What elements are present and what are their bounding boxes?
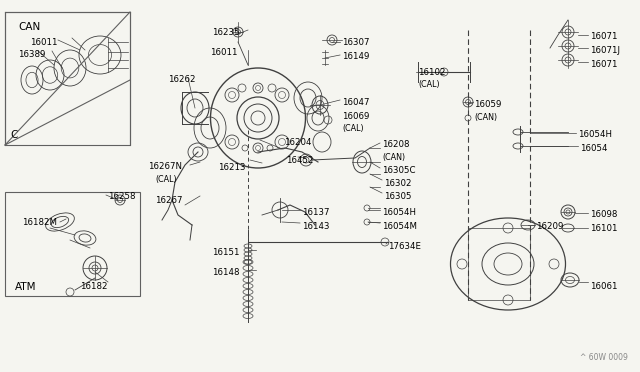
- Text: 16054H: 16054H: [382, 208, 416, 217]
- Text: 16307: 16307: [342, 38, 369, 47]
- Text: (CAN): (CAN): [474, 113, 497, 122]
- Text: (CAN): (CAN): [382, 153, 405, 162]
- Text: 16061: 16061: [590, 282, 618, 291]
- Text: (CAL): (CAL): [155, 175, 177, 184]
- Text: 16151: 16151: [212, 248, 239, 257]
- Text: 16047: 16047: [342, 98, 369, 107]
- Text: 16389: 16389: [18, 50, 45, 59]
- Text: 16011: 16011: [210, 48, 237, 57]
- Bar: [5, 192, 140, 296]
- Text: 16182M: 16182M: [22, 218, 57, 227]
- Text: 16054: 16054: [580, 144, 607, 153]
- Text: 17634E: 17634E: [388, 242, 421, 251]
- Text: 16098: 16098: [590, 210, 618, 219]
- Text: C: C: [10, 130, 17, 140]
- Text: 16137: 16137: [302, 208, 330, 217]
- Text: 16267: 16267: [155, 196, 182, 205]
- Text: 16059: 16059: [474, 100, 501, 109]
- Text: ATM: ATM: [15, 282, 36, 292]
- Text: 16305C: 16305C: [382, 166, 415, 175]
- Text: 16262: 16262: [168, 75, 195, 84]
- Text: 16305: 16305: [384, 192, 412, 201]
- Bar: [5, 12, 130, 145]
- Text: 16267N: 16267N: [148, 162, 182, 171]
- Text: 16011: 16011: [30, 38, 58, 47]
- Text: 16302: 16302: [384, 179, 412, 188]
- Text: 16071J: 16071J: [590, 46, 620, 55]
- Text: (CAL): (CAL): [418, 80, 440, 89]
- Text: 16149: 16149: [342, 52, 369, 61]
- Text: CAN: CAN: [18, 22, 40, 32]
- Text: ^ 60W 0009: ^ 60W 0009: [580, 353, 628, 362]
- Text: 16054M: 16054M: [382, 222, 417, 231]
- Text: 16204: 16204: [284, 138, 312, 147]
- Text: 16209: 16209: [536, 222, 563, 231]
- Text: 16102: 16102: [418, 68, 445, 77]
- Text: 16208: 16208: [382, 140, 410, 149]
- Text: (CAL): (CAL): [342, 124, 364, 133]
- Text: 16182: 16182: [80, 282, 108, 291]
- Text: 16235: 16235: [212, 28, 239, 37]
- Text: 16071: 16071: [590, 60, 618, 69]
- Text: 16258: 16258: [108, 192, 136, 201]
- Text: 16071: 16071: [590, 32, 618, 41]
- Text: 16069: 16069: [342, 112, 369, 121]
- Text: 16148: 16148: [212, 268, 239, 277]
- Text: 16101: 16101: [590, 224, 618, 233]
- Text: 16213: 16213: [218, 163, 246, 172]
- Text: 16054H: 16054H: [578, 130, 612, 139]
- Text: 16143: 16143: [302, 222, 330, 231]
- Text: 16452: 16452: [286, 156, 314, 165]
